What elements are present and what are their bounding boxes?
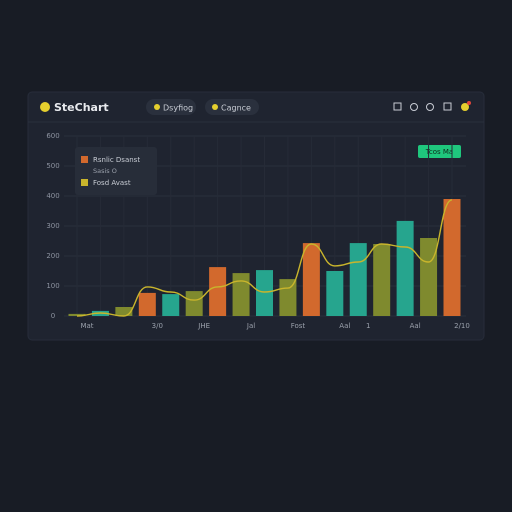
bar — [209, 267, 227, 316]
bar — [115, 307, 133, 316]
bar — [138, 292, 156, 316]
y-tick-label: 300 — [46, 222, 59, 230]
tab[interactable] — [205, 99, 259, 115]
bar — [279, 279, 297, 316]
icon[interactable] — [410, 103, 418, 111]
x-tick-label: Jal — [246, 322, 255, 330]
x-tick-label: 3/0 — [152, 322, 163, 330]
bar — [443, 199, 461, 316]
x-tick-label: Mat — [80, 322, 93, 330]
bar — [420, 238, 438, 316]
legend — [75, 147, 157, 195]
legend-label: Rsnlic Dsanst — [93, 156, 140, 164]
bar — [396, 220, 414, 316]
bar — [232, 273, 250, 316]
bar — [349, 243, 367, 316]
icon[interactable] — [393, 102, 402, 111]
bar — [68, 313, 86, 316]
tab-icon — [212, 104, 218, 110]
avatar[interactable] — [461, 103, 469, 111]
x-tick-label: Fost — [291, 322, 306, 330]
y-tick-label: 400 — [46, 192, 59, 200]
legend-swatch — [81, 179, 88, 186]
tab-label[interactable]: Dsyfiog — [163, 104, 193, 113]
bar — [185, 291, 203, 316]
y-tick-label: 200 — [46, 252, 59, 260]
x-tick-label: 2/10 — [454, 322, 470, 330]
x-tick-label: 1 — [366, 322, 370, 330]
y-tick-label: 500 — [46, 162, 59, 170]
icon[interactable] — [426, 103, 434, 111]
bar — [373, 244, 391, 316]
x-tick-label: Aal — [339, 322, 350, 330]
logo — [40, 102, 50, 112]
x-tick-label: Aal — [410, 322, 421, 330]
x-tick-label: JHE — [197, 322, 210, 330]
tab-icon — [154, 104, 160, 110]
line — [76, 199, 453, 317]
badge — [467, 101, 471, 105]
legend-note: Sasis O — [93, 167, 117, 175]
legend-label: Fosd Avast — [93, 179, 131, 187]
bar — [162, 294, 180, 316]
tab[interactable] — [146, 99, 196, 115]
y-tick-label: 100 — [46, 282, 59, 290]
bar — [256, 270, 273, 316]
legend-swatch — [81, 156, 88, 163]
y-tick-label: 0 — [51, 312, 55, 320]
tab-label[interactable]: Cagnce — [221, 104, 251, 113]
plot: 0 100 200 300 400 500 600 Mat 3/0 JHE Jal Fost Aal 1 A… — [46, 132, 470, 330]
button-label[interactable]: Tcos Ma — [425, 148, 453, 156]
icon[interactable] — [443, 102, 452, 111]
brand: SteChart — [54, 101, 109, 114]
bar — [326, 271, 344, 316]
y-tick-label: 600 — [46, 132, 59, 140]
bar — [302, 243, 320, 316]
